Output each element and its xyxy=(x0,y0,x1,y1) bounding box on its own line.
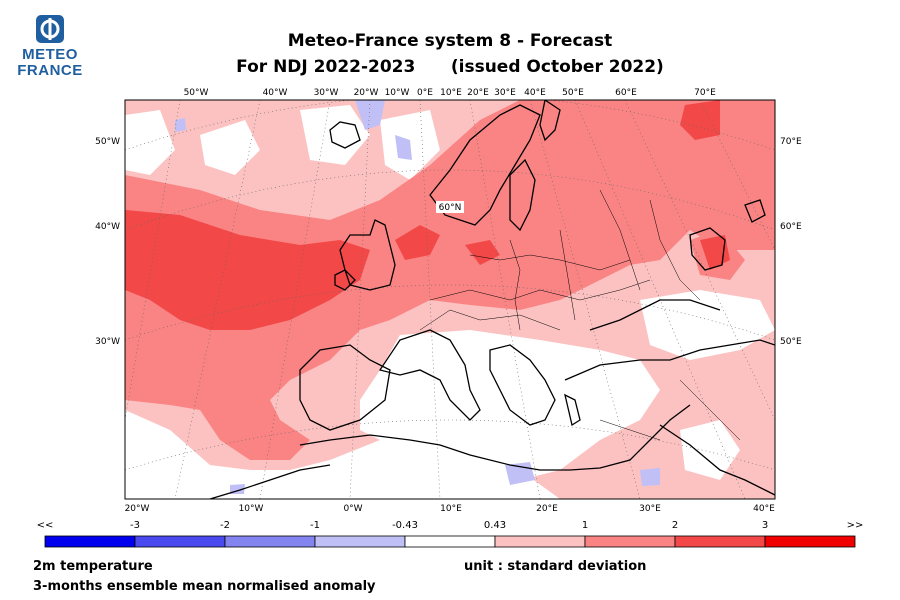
left-side-label: 40°W xyxy=(95,222,120,232)
logo-text-line1: METEO xyxy=(22,46,78,63)
colorbar-swatch xyxy=(674,535,766,548)
colorbar-tick-label: 3 xyxy=(761,520,769,531)
coastlines xyxy=(209,100,775,499)
map-frame xyxy=(124,99,776,500)
colorbar-swatch xyxy=(224,535,316,548)
left-side-label: 50°W xyxy=(95,137,120,147)
colorbar-tick-label: 0.43 xyxy=(483,520,507,531)
top-lon-label: 20°E xyxy=(467,88,489,98)
left-side-label: 30°W xyxy=(95,337,120,347)
anomaly-field xyxy=(125,100,775,499)
bottom-lon-label: 20°W xyxy=(125,504,150,514)
right-side-label: 50°E xyxy=(780,337,802,347)
colorbar-tick-label: 1 xyxy=(581,520,589,531)
description-label: 3-months ensemble mean normalised anomal… xyxy=(33,579,376,594)
top-lon-label: 60°E xyxy=(615,88,637,98)
latitude-label-60n: 60°N xyxy=(439,203,462,213)
colorbar-swatch xyxy=(134,535,226,548)
bottom-lon-label: 30°E xyxy=(639,504,661,514)
top-lon-label: 70°E xyxy=(694,88,716,98)
bottom-lon-label: 0°W xyxy=(343,504,362,514)
colorbar-tick-label: -0.43 xyxy=(392,520,418,531)
borders xyxy=(419,189,741,441)
right-side-label: 60°E xyxy=(780,222,802,232)
chart-title: Meteo-France system 8 - Forecast xyxy=(287,31,613,51)
colorbar-tick-label: -1 xyxy=(310,520,320,531)
colorbar xyxy=(44,535,856,548)
left-side-labels: 50°W 40°W 30°W xyxy=(95,137,120,347)
colorbar-swatch xyxy=(494,535,586,548)
top-lon-label: 50°W xyxy=(184,88,209,98)
colorbar-tick-label: 2 xyxy=(671,520,679,531)
unit-label: unit : standard deviation xyxy=(464,559,647,574)
colorbar-swatch xyxy=(314,535,406,548)
chart-subtitle: For NDJ 2022-2023 (issued October 2022) xyxy=(236,57,664,77)
colorbar-swatch xyxy=(44,535,136,548)
colorbar-tick-label: -2 xyxy=(220,520,230,531)
top-lon-label: 40°W xyxy=(263,88,288,98)
meteo-france-logo: METEO FRANCE xyxy=(14,14,86,79)
right-side-labels: 70°E 60°E 50°E xyxy=(780,137,802,347)
top-lon-label: 40°E xyxy=(524,88,546,98)
bottom-lon-label: 20°E xyxy=(536,504,558,514)
colorbar-swatch xyxy=(404,535,496,548)
colorbar-swatch xyxy=(764,535,856,548)
colorbar-tick-label: -3 xyxy=(130,520,140,531)
bottom-longitude-labels: 20°W 10°W 0°W 10°E 20°E 30°E 40°E xyxy=(125,504,776,514)
top-lon-label: 10°E xyxy=(440,88,462,98)
top-lon-label: 20°W xyxy=(354,88,379,98)
colorbar-swatch xyxy=(584,535,676,548)
bottom-lon-label: 40°E xyxy=(753,504,775,514)
logo-text-line2: FRANCE xyxy=(17,62,83,79)
top-longitude-labels: 50°W 40°W 30°W 20°W 10°W 0°E 10°E 20°E 3… xyxy=(184,88,717,98)
top-lon-label: 50°E xyxy=(562,88,584,98)
top-lon-label: 10°W xyxy=(385,88,410,98)
top-lon-label: 0°E xyxy=(417,88,433,98)
top-lon-label: 30°W xyxy=(314,88,339,98)
variable-label: 2m temperature xyxy=(33,559,153,574)
colorbar-tick-label: << xyxy=(36,520,54,531)
bottom-lon-label: 10°W xyxy=(239,504,264,514)
colorbar-tick-label: >> xyxy=(846,520,864,531)
right-side-label: 70°E xyxy=(780,137,802,147)
top-lon-label: 30°E xyxy=(494,88,516,98)
bottom-lon-label: 10°E xyxy=(440,504,462,514)
meteo-france-emblem-icon xyxy=(36,15,64,43)
